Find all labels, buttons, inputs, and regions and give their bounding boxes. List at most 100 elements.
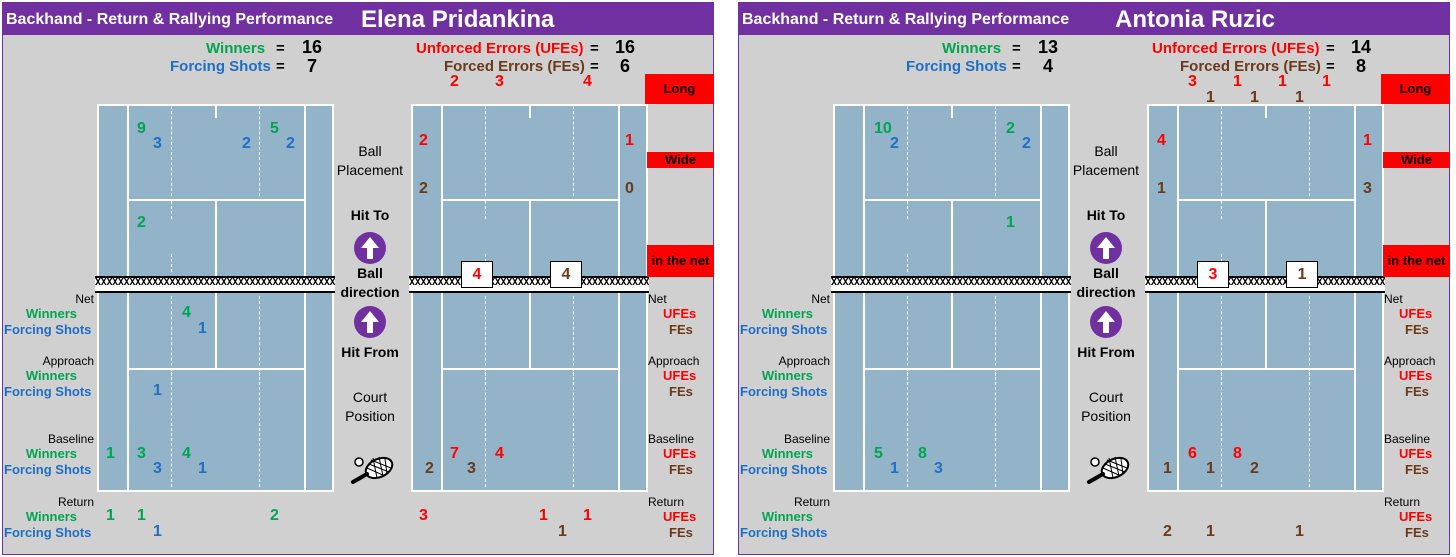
p2-net-winners-label: Winners [761,306,813,321]
guide-line [485,106,486,196]
p1-data-label: 4 [495,445,504,462]
p1-baseline-label: Baseline [47,432,94,446]
p1-left-court [97,104,334,492]
p1-court-label: Court [352,389,388,405]
p2-placement-label: Placement [1072,162,1140,178]
p2-net-label-right: Net [1384,292,1403,306]
p1-placement-label: Placement [336,162,404,178]
p1-approach-winners-label: Winners [25,368,77,383]
p1-approach-label: Approach [42,354,94,368]
p1-return-ufes-label: UFEs [663,509,697,524]
p2-baseline-forcing-label: Forcing Shots [740,462,828,477]
p1-in-net-box: in the net [647,245,714,277]
p2-data-label: 1 [1250,89,1259,106]
p2-net-fes-label: FEs [1405,322,1429,337]
p1-data-label: 1 [137,507,146,524]
p1-return-label: Return [57,495,94,509]
guide-line [171,254,172,272]
p1-ufe-value: 16 [615,37,636,57]
guide-line [259,106,260,196]
p2-data-label: 1 [1206,89,1215,106]
p1-data-label: 9 [137,120,146,137]
guide-line [485,296,486,376]
p2-ball-label: Ball [1094,143,1118,159]
p2-data-label: 3 [934,460,943,477]
p1-winners-label: Winners [206,40,266,57]
p2-data-label: 3 [1188,73,1197,90]
p2-data-label: 1 [1278,73,1287,90]
p1-baseline-winners-label: Winners [25,446,77,461]
p1-tennis-racket-icon [349,454,397,487]
p2-net-fe-box: 1 [1286,261,1318,288]
p1-return-forcing-label: Forcing Shots [4,525,92,540]
p2-approach-label: Approach [778,354,830,368]
p2-approach-label-right: Approach [1384,354,1436,368]
p1-net-label-right: Net [648,292,667,306]
p1-data-label: 3 [419,507,428,524]
p2-ufe-value: 14 [1351,37,1372,57]
p2-data-label: 8 [1233,445,1242,462]
p2-left-net: XXXXXXXXXXXXXXXXXXXXXXXXXXXXXXXXXXXXXXXX… [831,276,1071,293]
player-name: Antonia Ruzic [1115,6,1275,33]
p1-data-label: 4 [583,73,592,90]
p2-return-fes-label: FEs [1405,525,1429,540]
p2-in-net-box: in the net [1383,245,1450,277]
p2-approach-forcing-label: Forcing Shots [740,384,828,399]
p1-data-label: 2 [419,180,428,197]
p1-return-fes-label: FEs [669,525,693,540]
p1-eq: = [590,58,599,75]
p2-right-court [1147,104,1384,492]
p1-data-label: 1 [558,523,567,540]
p2-return-ufes-label: UFEs [1399,509,1433,524]
p2-data-label: 5 [874,445,883,462]
p1-data-label: 1 [583,507,592,524]
p2-forcing-label: Forcing Shots [906,58,1007,75]
p1-data-label: 1 [153,523,162,540]
guide-line [1221,106,1222,196]
player-name: Elena Pridankina [361,6,555,33]
center-mark-top [951,106,953,118]
p1-fe-label: Forced Errors (FEs) [444,58,585,75]
guide-line [995,296,996,376]
p1-data-label: 1 [153,382,162,399]
p2-left-court [833,104,1070,492]
p2-winners-label: Winners [942,40,1002,57]
sideline-left [863,106,865,490]
p1-net-winners-label: Winners [25,306,77,321]
chart-subtitle: Backhand - Return & Rallying Performance [742,11,1070,28]
p2-data-label: 1 [1163,460,1172,477]
p1-net-fes-label: FEs [669,322,693,337]
p1-forcing-label: Forcing Shots [170,58,271,75]
guide-line [907,296,908,376]
p1-data-label: 1 [106,445,115,462]
p1-data-label: 3 [137,445,146,462]
p1-data-label: 1 [198,460,207,477]
sideline-left [127,106,129,490]
p1-direction-label: direction [340,284,400,300]
p2-up-arrow-icon [1090,232,1122,264]
guide-line [573,106,574,196]
guide-line [1221,201,1222,219]
guide-line [1221,296,1222,376]
p1-net-ufe-box: 4 [461,261,493,288]
sideline-right [304,106,306,490]
p1-baseline-forcing-label: Forcing Shots [4,462,92,477]
p1-fe-value: 6 [620,56,631,76]
p1-baseline-fes-label: FEs [669,462,693,477]
sideline-left [1177,106,1179,490]
p1-position-label: Position [345,408,395,424]
p2-ufe-label: Unforced Errors (UFEs) [1152,40,1320,57]
p2-ball-dir-label: Ball [1093,265,1119,281]
p2-fe-label: Forced Errors (FEs) [1180,58,1321,75]
p2-wide-box: Wide [1383,152,1450,168]
p2-data-label: 1 [1322,73,1331,90]
p2-net-ufe-box: 3 [1197,261,1229,288]
guide-line [573,372,574,487]
p2-net-ufes-label: UFEs [1399,306,1433,321]
p2-return-label-right: Return [1384,495,1421,509]
p2-eq: = [1012,40,1021,57]
p2-net-forcing-label: Forcing Shots [740,322,828,337]
guide-line [485,201,486,219]
p2-data-label: 1 [1006,214,1015,231]
guide-line [171,106,172,196]
